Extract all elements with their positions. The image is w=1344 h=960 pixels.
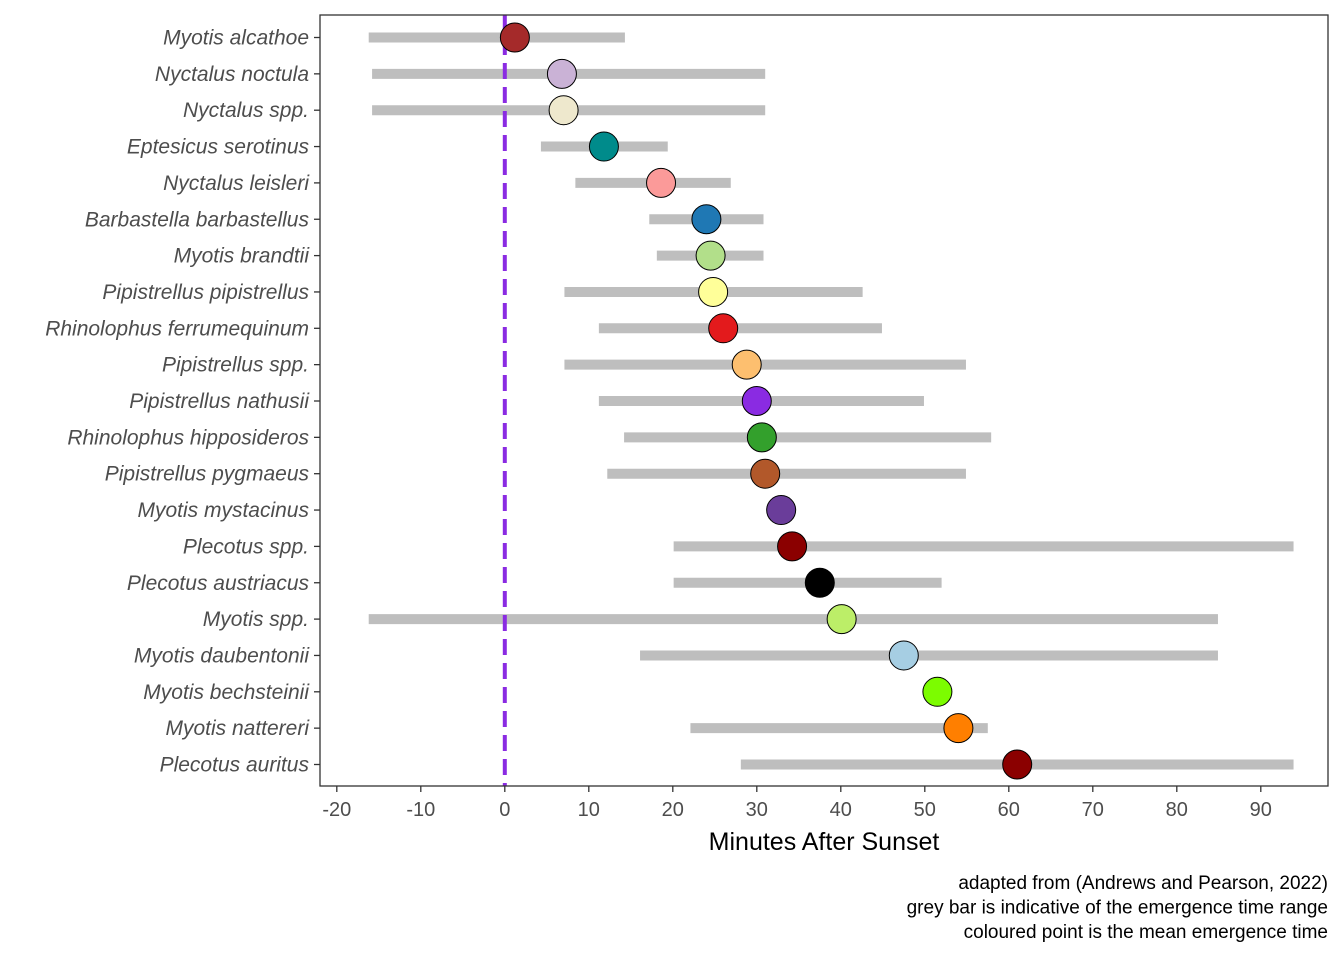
y-tick-label: Myotis daubentonii <box>134 644 310 667</box>
mean-point <box>691 204 722 235</box>
mean-point <box>588 131 619 162</box>
mean-point <box>922 676 953 707</box>
y-tick-label: Myotis brandtii <box>174 245 311 268</box>
x-tick-label: 60 <box>998 799 1020 821</box>
y-tick-label: Myotis bechsteinii <box>143 681 310 704</box>
y-tick-label: Eptesicus serotinus <box>127 136 310 159</box>
x-tick-label: 70 <box>1082 799 1104 821</box>
mean-point <box>888 640 919 671</box>
mean-point <box>548 95 579 126</box>
y-tick-label: Pipistrellus spp. <box>162 354 309 377</box>
caption-line: adapted from (Andrews and Pearson, 2022) <box>958 873 1328 894</box>
x-tick-label: -10 <box>406 799 435 821</box>
y-tick-label: Nyctalus spp. <box>183 99 309 122</box>
x-tick-label: -20 <box>322 799 351 821</box>
y-tick-label: Pipistrellus pygmaeus <box>105 463 310 486</box>
x-tick-label: 10 <box>578 799 600 821</box>
caption: adapted from (Andrews and Pearson, 2022)… <box>907 873 1328 943</box>
mean-point <box>943 713 974 744</box>
y-tick-label: Rhinolophus hipposideros <box>67 426 309 449</box>
y-tick-label: Pipistrellus pipistrellus <box>102 281 309 304</box>
x-axis: -20 -10 0 10 20 30 40 50 60 70 80 90 <box>322 786 1272 821</box>
caption-line: grey bar is indicative of the emergence … <box>907 898 1328 919</box>
x-axis-title: Minutes After Sunset <box>709 828 940 856</box>
y-tick-label: Myotis spp. <box>203 608 309 631</box>
mean-point <box>695 240 726 271</box>
x-tick-label: 0 <box>499 799 510 821</box>
x-tick-label: 20 <box>662 799 684 821</box>
x-tick-label: 90 <box>1250 799 1272 821</box>
mean-point <box>766 495 797 526</box>
y-tick-label: Myotis alcathoe <box>163 27 309 50</box>
y-tick-label: Plecotus spp. <box>183 535 309 558</box>
mean-point <box>1002 749 1033 780</box>
y-tick-label: Myotis nattereri <box>165 717 310 740</box>
caption-line: coloured point is the mean emergence tim… <box>964 922 1328 943</box>
y-tick-label: Nyctalus noctula <box>155 63 309 86</box>
x-tick-label: 30 <box>746 799 768 821</box>
y-tick-label: Pipistrellus nathusii <box>129 390 310 413</box>
mean-point <box>826 604 857 635</box>
mean-points-layer <box>499 22 1033 780</box>
x-tick-label: 40 <box>830 799 852 821</box>
mean-point <box>698 276 729 307</box>
x-tick-label: 80 <box>1166 799 1188 821</box>
y-tick-label: Plecotus auritus <box>160 754 310 777</box>
range-bars-layer <box>368 32 1294 770</box>
mean-point <box>804 567 835 598</box>
y-tick-label: Myotis mystacinus <box>137 499 309 522</box>
mean-point <box>746 422 777 453</box>
y-axis: Myotis alcathoe Nyctalus noctula Nyctalus … <box>45 27 320 777</box>
mean-point <box>646 167 677 198</box>
y-tick-label: Plecotus austriacus <box>127 572 310 595</box>
mean-point <box>546 58 577 89</box>
mean-point <box>741 386 772 416</box>
mean-point <box>499 22 530 53</box>
mean-point <box>731 349 762 380</box>
x-tick-label: 50 <box>914 799 936 821</box>
mean-point <box>750 458 781 489</box>
mean-point <box>708 313 739 344</box>
y-tick-label: Nyctalus leisleri <box>163 172 310 195</box>
y-tick-label: Barbastella barbastellus <box>85 208 310 231</box>
mean-point <box>777 531 808 562</box>
y-tick-label: Rhinolophus ferrumequinum <box>45 317 309 340</box>
